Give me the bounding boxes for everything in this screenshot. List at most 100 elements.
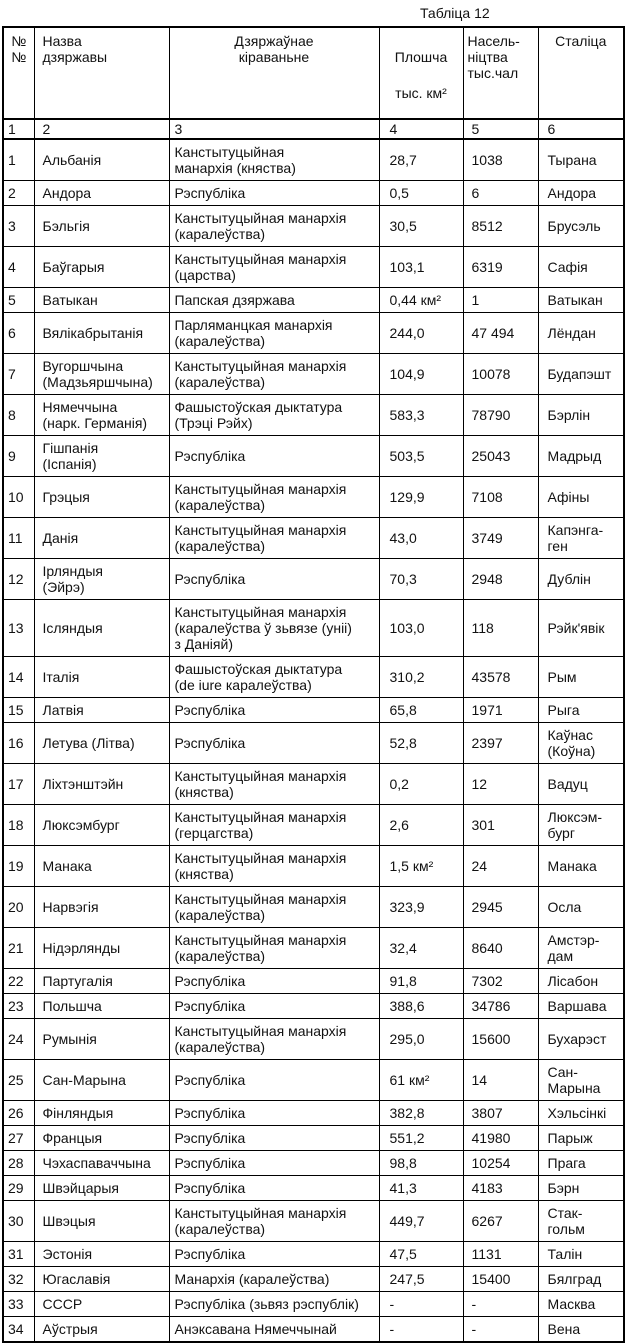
area-value: 310,2 xyxy=(378,656,464,698)
population-value: 6 xyxy=(462,180,539,206)
government-type: Рэспубліка xyxy=(168,968,380,994)
government-type: Канстытуцыйная манархія (каралеўства) xyxy=(168,517,380,559)
population-value: 6319 xyxy=(462,246,539,288)
column-index-row: 1 2 3 4 5 6 xyxy=(2,118,625,140)
population-value: - xyxy=(462,1316,539,1343)
row-number: 20 xyxy=(2,886,35,928)
row-number: 11 xyxy=(2,517,35,559)
table-row: 9 Гішпанія (Іспанія) Рэспубліка 503,5 25… xyxy=(2,435,625,477)
row-number: 22 xyxy=(2,968,35,994)
capital-name: Будапэшт xyxy=(537,353,625,395)
area-value: 0,2 xyxy=(378,763,464,805)
row-number: 10 xyxy=(2,476,35,518)
table-row: 31 Эстонія Рэспубліка 47,5 1131 Талін xyxy=(2,1241,625,1267)
country-name: Чэхаспаваччына xyxy=(33,1150,170,1176)
population-value: 3749 xyxy=(462,517,539,559)
capital-name: Брусэль xyxy=(537,205,625,247)
row-number: 32 xyxy=(2,1266,35,1292)
table-row: 7 Вугоршчына (Мадзьяршчына) Канстытуцыйн… xyxy=(2,353,625,395)
population-value: 1971 xyxy=(462,697,539,723)
country-name: Ватыкан xyxy=(33,287,170,313)
area-header-line2: тыс. км² xyxy=(395,85,447,101)
column-index-2: 2 xyxy=(33,118,170,140)
capital-name: Дублін xyxy=(537,558,625,600)
row-number: 14 xyxy=(2,656,35,698)
area-value: 98,8 xyxy=(378,1150,464,1176)
column-index-6: 6 xyxy=(537,118,625,140)
capital-name: Каўнас (Коўна) xyxy=(537,722,625,764)
capital-name: Осла xyxy=(537,886,625,928)
population-value: 1 xyxy=(462,287,539,313)
government-type: Рэспубліка xyxy=(168,697,380,723)
col-header-number: № № xyxy=(2,26,35,120)
capital-name: Лёндан xyxy=(537,312,625,354)
government-type: Канстытуцыйная манархія (каралеўства) xyxy=(168,886,380,928)
table-row: 11 Данія Канстытуцыйная манархія (карале… xyxy=(2,517,625,559)
country-name: Нарвэгія xyxy=(33,886,170,928)
area-value: 551,2 xyxy=(378,1125,464,1151)
country-name: Польшча xyxy=(33,993,170,1019)
country-name: Грэцыя xyxy=(33,476,170,518)
government-type: Рэспубліка xyxy=(168,180,380,206)
area-value: 323,9 xyxy=(378,886,464,928)
table-row: 14 Італія Фашыстоўская дыктатура (de iur… xyxy=(2,656,625,698)
table-row: 22 Партугалія Рэспубліка 91,8 7302 Лісаб… xyxy=(2,968,625,994)
country-name: Баўгарыя xyxy=(33,246,170,288)
row-number: 26 xyxy=(2,1100,35,1126)
area-value: 449,7 xyxy=(378,1200,464,1242)
country-name: Андора xyxy=(33,180,170,206)
population-value: - xyxy=(462,1291,539,1317)
capital-name: Масква xyxy=(537,1291,625,1317)
row-number: 2 xyxy=(2,180,35,206)
government-type: Рэспубліка (зьвяз рэспублік) xyxy=(168,1291,380,1317)
government-type: Рэспубліка xyxy=(168,1125,380,1151)
table-row: 26 Фінляндыя Рэспубліка 382,8 3807 Хэльс… xyxy=(2,1100,625,1126)
row-number: 8 xyxy=(2,394,35,436)
government-type: Папская дзяржава xyxy=(168,287,380,313)
country-name: Ліхтэнштэйн xyxy=(33,763,170,805)
area-value: 41,3 xyxy=(378,1175,464,1201)
population-value: 10078 xyxy=(462,353,539,395)
country-name: Аўстрыя xyxy=(33,1316,170,1343)
population-value: 3807 xyxy=(462,1100,539,1126)
government-type: Канстытуцыйная манархія (герцагства) xyxy=(168,804,380,846)
government-type: Канстытуцыйная манархія (каралеўства) xyxy=(168,476,380,518)
table-row: 19 Манака Канстытуцыйная манархія (княст… xyxy=(2,845,625,887)
table-row: 33 СССР Рэспубліка (зьвяз рэспублік) - -… xyxy=(2,1291,625,1317)
header-row: № № Назва дзяржавы Дзяржаўнае кіраваньне… xyxy=(2,26,625,120)
area-value: 382,8 xyxy=(378,1100,464,1126)
government-type: Рэспубліка xyxy=(168,993,380,1019)
country-name: Партугалія xyxy=(33,968,170,994)
capital-name: Хэльсінкі xyxy=(537,1100,625,1126)
area-value: - xyxy=(378,1316,464,1343)
row-number: 18 xyxy=(2,804,35,846)
capital-name: Рэйк'явік xyxy=(537,599,625,657)
country-name: Люксэмбург xyxy=(33,804,170,846)
country-name: Вугоршчына (Мадзьяршчына) xyxy=(33,353,170,395)
row-number: 12 xyxy=(2,558,35,600)
population-value: 2948 xyxy=(462,558,539,600)
capital-name: Сафія xyxy=(537,246,625,288)
row-number: 15 xyxy=(2,697,35,723)
capital-name: Люксэм- бург xyxy=(537,804,625,846)
area-header-line1: Плошча xyxy=(394,49,448,65)
row-number: 1 xyxy=(2,138,35,181)
capital-name: Сан- Марына xyxy=(537,1059,625,1101)
table-row: 32 Югаславія Манархія (каралеўства) 247,… xyxy=(2,1266,625,1292)
area-value: 61 км² xyxy=(378,1059,464,1101)
column-index-4: 4 xyxy=(378,118,464,140)
country-name: Швэцыя xyxy=(33,1200,170,1242)
table-row: 10 Грэцыя Канстытуцыйная манархія (карал… xyxy=(2,476,625,518)
capital-name: Рыга xyxy=(537,697,625,723)
area-value: 244,0 xyxy=(378,312,464,354)
government-type: Рэспубліка xyxy=(168,435,380,477)
capital-name: Вена xyxy=(537,1316,625,1343)
population-value: 6267 xyxy=(462,1200,539,1242)
area-value: 43,0 xyxy=(378,517,464,559)
table-row: 16 Летува (Літва) Рэспубліка 52,8 2397 К… xyxy=(2,722,625,764)
column-index-5: 5 xyxy=(462,118,539,140)
area-value: 70,3 xyxy=(378,558,464,600)
area-value: 0,44 км² xyxy=(378,287,464,313)
population-value: 14 xyxy=(462,1059,539,1101)
row-number: 16 xyxy=(2,722,35,764)
